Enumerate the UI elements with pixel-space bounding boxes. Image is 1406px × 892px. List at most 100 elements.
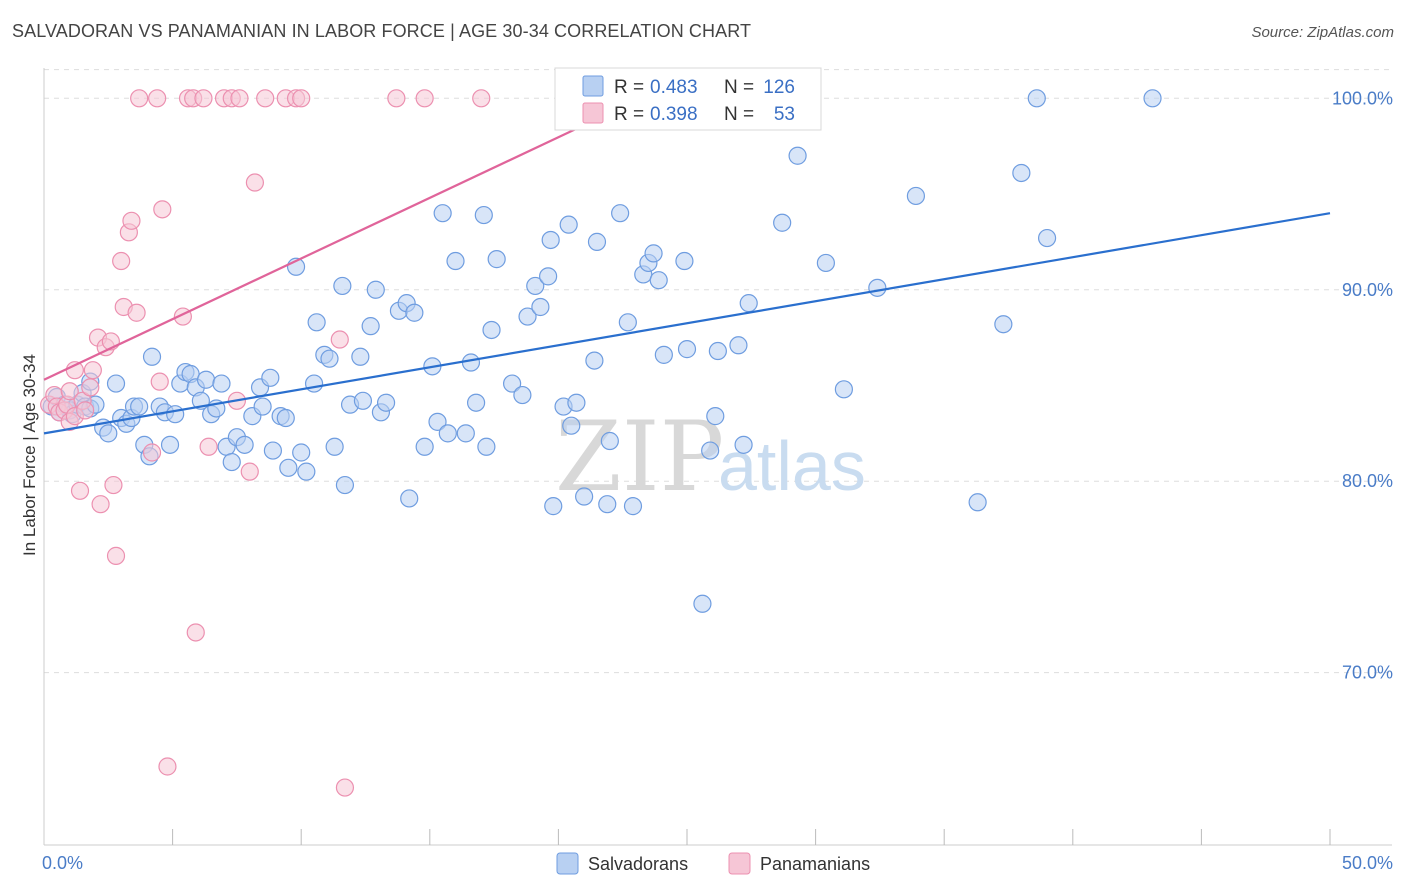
panamanian-point (76, 401, 95, 420)
salvadoran-point (587, 232, 607, 251)
panamanian-point (387, 89, 406, 108)
salvadoran-point (513, 385, 532, 405)
salvadoran-point (487, 250, 506, 269)
panamanian-point (70, 481, 90, 500)
salvadoran-point (675, 251, 694, 271)
trend-lines (43, 87, 1331, 435)
salvadoran-point (541, 230, 560, 250)
panamanian-point (199, 437, 218, 456)
salvadoran-point (456, 424, 475, 443)
salvadoran-point (585, 351, 604, 370)
salvadoran-point (433, 204, 452, 223)
salvadoran-point (994, 315, 1013, 334)
tick-labels: 70.0% 80.0% 90.0% 100.0% 0.0% 50.0% (42, 88, 1393, 873)
panamanian-point (127, 303, 146, 322)
salvadoran-point (693, 594, 712, 613)
bottom-legend: Salvadorans Panamanians (556, 852, 870, 875)
salvadoran-point (734, 435, 753, 454)
x-tick-label: 50.0% (1342, 853, 1393, 873)
salvadoran-point (567, 393, 586, 412)
panamanian-trend-line (43, 87, 662, 381)
salvadoran-point (706, 407, 725, 426)
salvadoran-point (600, 431, 619, 451)
salvadoran-point (235, 435, 254, 454)
legend-n-label-salvadorans: N = (724, 77, 754, 98)
panamanian-point (104, 475, 123, 495)
panamanian-point (330, 330, 349, 349)
salvadoran-point (222, 452, 241, 472)
salvadoran-point (263, 441, 283, 460)
salvadoran-point (325, 437, 344, 456)
salvadoran-point (739, 294, 758, 313)
salvadoran-point (253, 397, 272, 416)
salvadoran-point (292, 443, 311, 462)
legend-swatch-panamanians (582, 102, 604, 124)
panamanian-point (245, 173, 265, 192)
salvadoran-point (623, 497, 643, 516)
salvadoran-point (376, 393, 396, 412)
salvadoran-point (968, 493, 987, 512)
salvadoran-point (559, 215, 578, 234)
panamanian-point (256, 89, 275, 108)
salvadoran-point (618, 313, 637, 332)
chart-title: SALVADORAN VS PANAMANIAN IN LABOR FORCE … (12, 21, 752, 41)
panamanian-point (230, 89, 249, 108)
salvadoran-point (196, 370, 216, 389)
panamanian-point (83, 361, 102, 380)
bottom-legend-label-salvadorans: Salvadorans (588, 854, 688, 874)
salvadoran-point (611, 204, 630, 223)
salvadoran-point (539, 267, 558, 286)
salvadoran-point (415, 437, 434, 456)
salvadoran-point (677, 340, 697, 359)
y-tick-label: 90.0% (1342, 280, 1393, 300)
salvadoran-point (461, 353, 481, 372)
salvadoran-point (261, 368, 280, 387)
bottom-legend-swatch-salvadorans (556, 852, 579, 875)
legend-n-value-salvadorans: 126 (763, 77, 795, 98)
y-tick-label: 80.0% (1342, 471, 1393, 491)
salvadoran-point (335, 475, 355, 495)
grid (44, 69, 1392, 674)
salvadoran-point (428, 412, 447, 431)
salvadoran-point (99, 424, 118, 443)
salvadoran-point (304, 374, 324, 393)
axes (43, 68, 1392, 846)
stats-legend: R = 0.483 N = 126 R = 0.398 N = 53 (554, 67, 822, 131)
salvadoran-point (526, 276, 545, 296)
salvadoran-point (644, 244, 663, 263)
y-tick-label: 70.0% (1342, 663, 1393, 683)
bottom-legend-label-panamanians: Panamanians (760, 854, 870, 874)
salvadoran-point (562, 416, 581, 435)
salvadoran-point (834, 380, 853, 399)
panamanian-point (292, 89, 311, 108)
salvadoran-point (1027, 89, 1046, 108)
salvadoran-point (438, 424, 457, 443)
salvadoran-point (351, 347, 370, 366)
salvadoran-point (708, 341, 727, 361)
salvadoran-point (279, 458, 298, 477)
salvadoran-point (544, 497, 563, 516)
salvadoran-point (788, 146, 807, 165)
panamanian-point (240, 462, 259, 481)
salvadoran-point (518, 307, 537, 326)
panamanian-point (81, 378, 100, 397)
salvadoran-point (333, 276, 352, 296)
bottom-legend-swatch-panamanians (728, 852, 751, 875)
salvadoran-point (1143, 89, 1162, 108)
salvadoran-point (160, 435, 180, 454)
salvadoran-point (654, 345, 673, 364)
legend-n-label-panamanians: N = (724, 104, 754, 125)
legend-r-label-salvadorans: R = (614, 77, 644, 98)
salvadoran-point (729, 336, 748, 355)
panamanian-point (112, 251, 131, 271)
salvadoran-point (773, 213, 792, 232)
salvadoran-trend-line (43, 212, 1331, 435)
panamanian-point (335, 778, 355, 797)
salvadoran-point (649, 271, 668, 290)
salvadoran-point (297, 462, 316, 481)
salvadoran-point (1012, 163, 1031, 183)
panamanian-point (472, 89, 491, 108)
salvadoran-point (353, 391, 373, 410)
